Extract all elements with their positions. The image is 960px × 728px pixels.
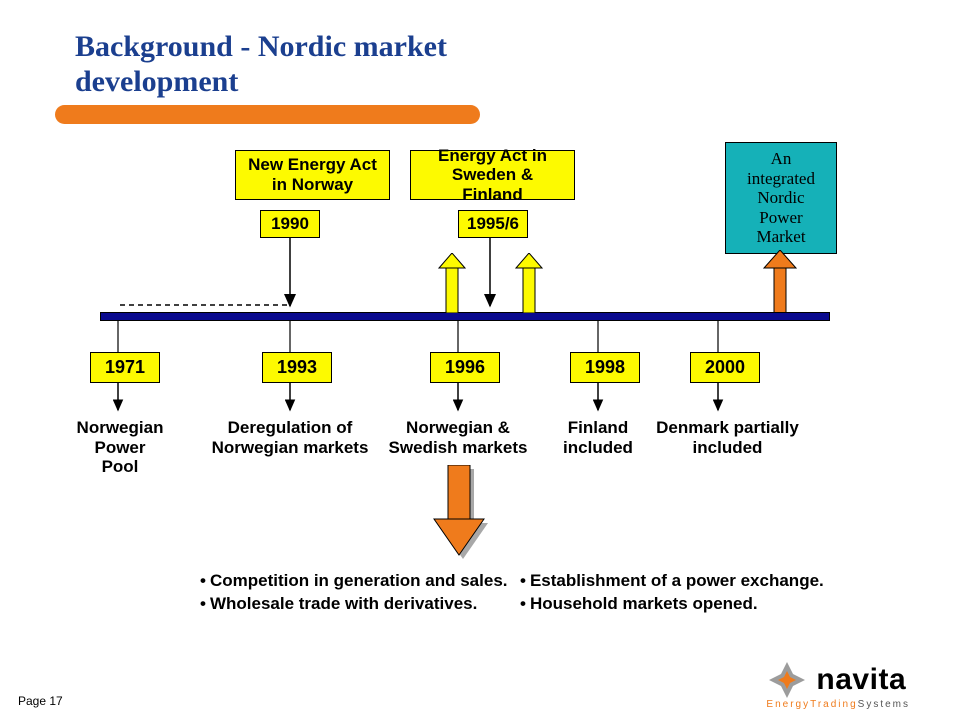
nordic-l1: An: [771, 149, 792, 168]
box-sweden-finland: Energy Act in Sweden & Finland: [410, 150, 575, 200]
orange-down-arrow: [432, 465, 490, 561]
caption-connectors: [90, 382, 850, 418]
box-19956: 1995/6: [458, 210, 528, 238]
year-1996: 1996: [430, 352, 500, 383]
page-number: Page 17: [18, 694, 63, 708]
year-1971: 1971: [90, 352, 160, 383]
norway-l1: New Energy Act: [248, 155, 377, 174]
title-underline: [55, 105, 480, 124]
timeline-connectors: [90, 320, 850, 354]
bullet-r1: Establishment of a power exchange.: [520, 570, 850, 593]
caption-2000: Denmark partially included: [645, 418, 810, 457]
label-19956: 1995/6: [467, 214, 519, 234]
yellow-arrow-2: [515, 253, 543, 313]
norway-l2: in Norway: [272, 175, 353, 194]
title-l2: development: [75, 65, 238, 98]
nordic-l2: integrated: [747, 169, 815, 188]
bullet-l2: Wholesale trade with derivatives.: [200, 593, 520, 616]
label-1990: 1990: [271, 214, 309, 234]
yellow-arrow-1: [438, 253, 466, 313]
sweden-l1: Energy Act in: [438, 146, 547, 165]
logo-icon: [766, 659, 808, 701]
caption-1971: Norwegian Power Pool: [70, 418, 170, 477]
year-1998: 1998: [570, 352, 640, 383]
bullets-right: Establishment of a power exchange. House…: [520, 570, 850, 616]
box-norway: New Energy Act in Norway: [235, 150, 390, 200]
bullets-left: Competition in generation and sales. Who…: [200, 570, 520, 616]
orange-up-arrow: [762, 250, 798, 314]
caption-1996: Norwegian & Swedish markets: [388, 418, 528, 457]
sweden-l2: Sweden & Finland: [452, 165, 533, 204]
logo-tagline: EnergyTradingSystems: [766, 699, 910, 710]
year-1993: 1993: [262, 352, 332, 383]
box-1990: 1990: [260, 210, 320, 238]
caption-1998: Finland included: [558, 418, 638, 457]
navita-logo: navita EnergyTradingSystems: [766, 659, 910, 710]
bullet-l1: Competition in generation and sales.: [200, 570, 520, 593]
caption-1993: Deregulation of Norwegian markets: [205, 418, 375, 457]
logo-text: navita: [816, 663, 906, 697]
title-l1: Background - Nordic market: [75, 30, 447, 63]
year-2000: 2000: [690, 352, 760, 383]
page-title: Background - Nordic market development: [75, 30, 447, 99]
nordic-l3: Nordic: [757, 188, 804, 207]
bullet-r2: Household markets opened.: [520, 593, 850, 616]
nordic-l4: Power: [759, 208, 802, 227]
